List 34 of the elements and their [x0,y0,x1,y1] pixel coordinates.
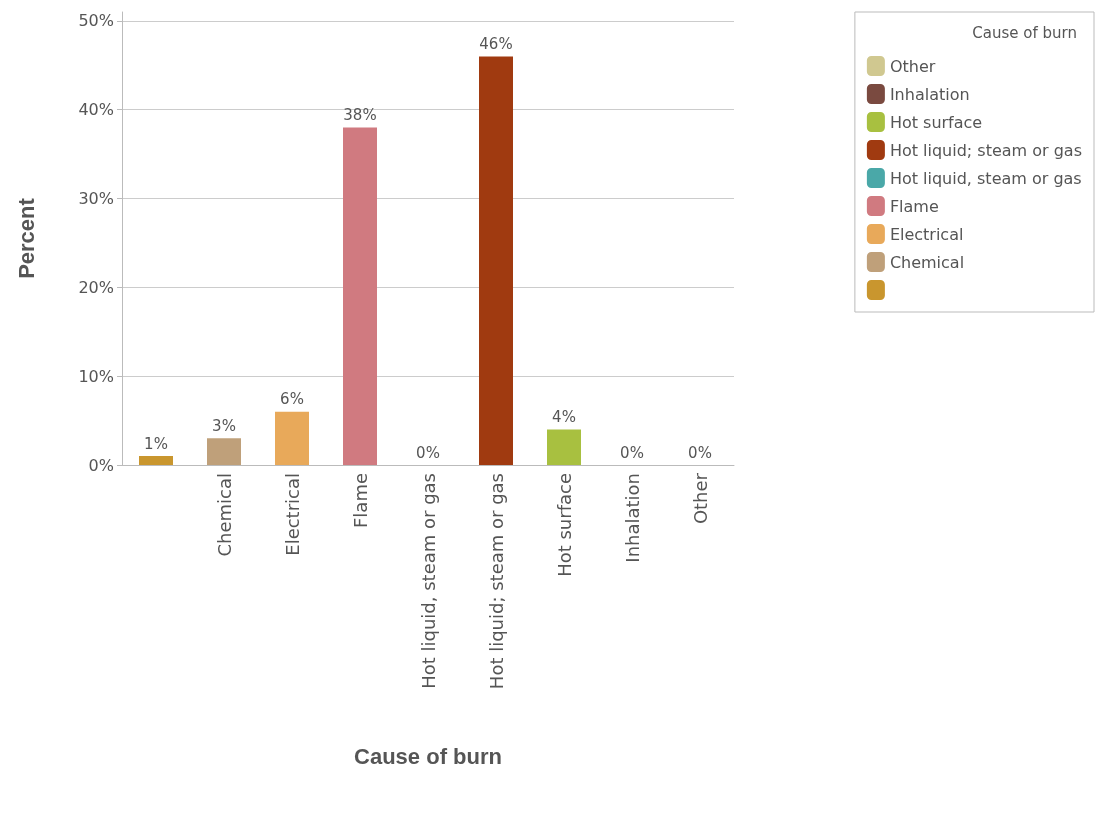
data-label: 38% [343,105,377,124]
data-label: 1% [144,434,168,453]
y-tick-label: 50% [78,11,114,31]
data-label: 3% [212,416,236,435]
x-tick-label: Hot liquid, steam or gas [417,473,439,689]
legend-title: Cause of burn [972,23,1078,42]
legend-label: Chemical [889,252,965,272]
y-axis-title: Percent [13,197,39,279]
legend-label: Hot liquid; steam or gas [889,140,1082,160]
data-label: 46% [479,34,513,53]
y-tick-label: 20% [78,277,114,297]
legend-label: Hot liquid, steam or gas [889,168,1082,188]
data-label: 0% [416,443,440,462]
data-label: 0% [688,443,712,462]
x-tick-label: Electrical [281,473,303,556]
x-axis-title: Cause of burn [354,743,502,769]
data-label: 4% [552,407,576,426]
x-tick-label: Hot liquid; steam or gas [485,473,507,690]
legend-label: Inhalation [889,84,970,104]
y-tick-label: 0% [88,455,114,475]
x-tick-label: Other [689,472,711,525]
y-tick-label: 30% [78,189,114,209]
x-tick-label: Flame [349,473,371,528]
data-label: 6% [280,390,304,409]
x-tick-label: Inhalation [621,473,643,563]
legend-label: Flame [889,196,939,216]
y-tick-label: 40% [78,100,114,120]
data-label: 0% [620,443,644,462]
legend-label: Hot surface [889,112,983,132]
legend-label: Other [889,56,936,76]
y-tick-label: 10% [78,366,114,386]
x-tick-label: Chemical [213,473,235,557]
x-tick-label: Hot surface [553,473,575,577]
legend-label: Electrical [889,224,964,244]
